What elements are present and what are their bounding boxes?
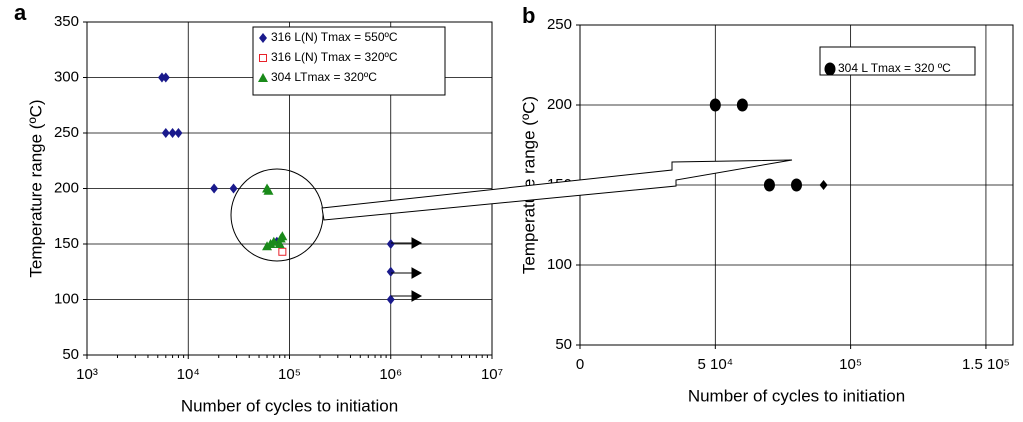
marker bbox=[386, 239, 395, 249]
marker bbox=[791, 178, 802, 192]
marker bbox=[386, 266, 395, 277]
panel-label: a bbox=[14, 0, 27, 25]
y-tick-label: 250 bbox=[547, 16, 572, 33]
y-tick-label: 350 bbox=[54, 13, 79, 30]
x-tick-label: 5 10⁴ bbox=[697, 356, 733, 373]
marker bbox=[736, 98, 748, 112]
marker bbox=[268, 236, 279, 246]
annotations bbox=[230, 159, 793, 302]
marker bbox=[259, 54, 267, 62]
marker bbox=[824, 62, 836, 76]
marker bbox=[259, 33, 267, 43]
y-tick-label: 300 bbox=[54, 68, 79, 85]
marker bbox=[386, 294, 395, 305]
panel-label: b bbox=[522, 3, 535, 28]
x-tick-label: 10⁵ bbox=[839, 356, 862, 373]
legend-label: 304 LTmax = 320ºC bbox=[271, 70, 377, 84]
legend-label: 304 L Tmax = 320 ºC bbox=[838, 61, 951, 75]
marker bbox=[161, 72, 170, 83]
y-tick-label: 250 bbox=[54, 124, 79, 141]
x-axis-title: Number of cycles to initiation bbox=[181, 396, 398, 415]
marker bbox=[277, 231, 288, 241]
x-tick-label: 10⁷ bbox=[481, 366, 503, 383]
marker bbox=[709, 98, 721, 112]
x-tick-label: 10⁶ bbox=[379, 366, 402, 383]
y-tick-label: 150 bbox=[54, 235, 79, 252]
legend-box bbox=[819, 46, 976, 76]
marker bbox=[819, 180, 828, 190]
marker bbox=[161, 128, 170, 138]
runout-arrows bbox=[391, 237, 423, 302]
marker bbox=[168, 128, 177, 138]
legend-label: 316 L(N) Tmax = 550ºC bbox=[271, 30, 398, 44]
marker bbox=[174, 128, 183, 138]
marker bbox=[258, 73, 268, 82]
zoom-arrow bbox=[321, 159, 793, 221]
y-axis-title: Temperature range (ºC) bbox=[519, 96, 538, 274]
x-tick-label: 10³ bbox=[76, 366, 98, 383]
legend-label: 316 L(N) Tmax = 320ºC bbox=[271, 50, 398, 64]
x-tick-label: 1.5 10⁵ bbox=[962, 356, 1010, 373]
y-tick-label: 50 bbox=[62, 346, 79, 363]
marker bbox=[263, 185, 274, 195]
legend: 304 L Tmax = 320 ºC bbox=[819, 46, 976, 76]
marker bbox=[229, 183, 238, 194]
marker bbox=[278, 247, 287, 256]
y-tick-label: 100 bbox=[547, 256, 572, 273]
marker bbox=[763, 178, 775, 192]
y-tick-label: 100 bbox=[54, 290, 79, 307]
x-axis-title: Number of cycles to initiation bbox=[688, 386, 905, 405]
y-axis-title: Temperature range (ºC) bbox=[26, 99, 45, 277]
legend: 316 L(N) Tmax = 550ºC 316 L(N) Tmax = 320… bbox=[252, 26, 446, 96]
y-tick-label: 200 bbox=[54, 179, 79, 196]
x-tick-label: 10⁵ bbox=[278, 366, 301, 383]
y-tick-label: 50 bbox=[555, 336, 572, 353]
x-tick-label: 10⁴ bbox=[177, 366, 200, 383]
x-tick-label: 0 bbox=[576, 356, 584, 373]
y-tick-label: 200 bbox=[547, 96, 572, 113]
legend-box bbox=[252, 26, 446, 96]
marker bbox=[210, 183, 219, 194]
